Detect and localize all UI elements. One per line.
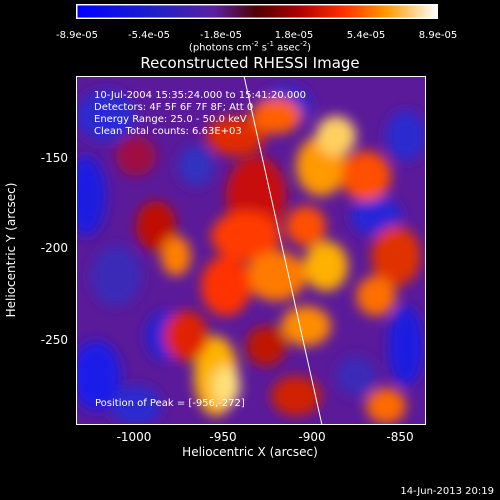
intensity-blob xyxy=(386,111,426,161)
intensity-blob xyxy=(76,156,106,236)
intensity-blob xyxy=(246,251,306,301)
x-tick-label: -900 xyxy=(298,430,326,444)
intensity-blob xyxy=(388,306,424,386)
intensity-blob xyxy=(351,196,401,236)
intensity-blob xyxy=(164,311,208,361)
intensity-blob xyxy=(211,211,281,261)
intensity-blob xyxy=(161,236,191,276)
intensity-blob xyxy=(136,201,176,251)
timestamp: 14-Jun-2013 20:19 xyxy=(400,486,494,497)
info-time-range: 10-Jul-2004 15:35:24.000 to 15:41:20.000 xyxy=(94,90,306,101)
colorbar-units: (photons cm-2 s-1 asec-2) xyxy=(188,40,312,54)
colorbar-tick: -1.8e-05 xyxy=(200,30,242,41)
peak-position-label: Position of Peak = [-956,-272] xyxy=(95,398,245,409)
intensity-blob xyxy=(111,386,161,425)
intensity-blob xyxy=(116,136,156,176)
intensity-blob xyxy=(341,151,391,201)
intensity-blob xyxy=(371,226,421,286)
colorbar-tick: 1.8e-05 xyxy=(274,30,314,41)
intensity-blob xyxy=(366,388,406,424)
intensity-blob xyxy=(178,146,214,186)
y-tick-label: -150 xyxy=(40,151,68,165)
intensity-blob xyxy=(356,276,396,316)
intensity-blob xyxy=(201,256,251,316)
intensity-blob xyxy=(271,376,321,416)
intensity-blob xyxy=(286,206,326,246)
intensity-blob xyxy=(251,98,301,134)
intensity-blob xyxy=(206,116,266,156)
x-tick-label: -850 xyxy=(386,430,414,444)
intensity-blob xyxy=(76,91,136,141)
y-tick-label: -250 xyxy=(40,333,68,347)
y-axis-label: Heliocentric Y (arcsec) xyxy=(4,182,18,318)
info-counts: Clean Total counts: 6.63E+03 xyxy=(94,126,242,137)
x-axis-label: Heliocentric X (arcsec) xyxy=(182,445,318,459)
colorbar-tick: -8.9e-05 xyxy=(56,30,98,41)
colorbar xyxy=(76,4,438,19)
intensity-blob xyxy=(281,306,331,346)
intensity-blob xyxy=(212,366,240,406)
colorbar-tick: 5.4e-05 xyxy=(346,30,386,41)
colorbar-tick: 8.9e-05 xyxy=(418,30,458,41)
intensity-blob xyxy=(336,356,376,396)
intensity-blob xyxy=(246,326,286,366)
plot-title: Reconstructed RHESSI Image xyxy=(140,54,360,72)
rhessi-image xyxy=(76,76,426,425)
intensity-blob xyxy=(76,341,121,411)
y-tick-label: -200 xyxy=(40,241,68,255)
colorbar-tick: -5.4e-05 xyxy=(128,30,170,41)
info-detectors: Detectors: 4F 5F 6F 7F 8F; Att 0 xyxy=(94,102,254,113)
intensity-blob xyxy=(304,241,348,291)
observation-info: 10-Jul-2004 15:35:24.000 to 15:41:20.000… xyxy=(94,90,306,138)
intensity-blob xyxy=(91,246,141,306)
x-tick-label: -1000 xyxy=(116,430,152,444)
info-energy-range: Energy Range: 25.0 - 50.0 keV xyxy=(94,114,247,125)
intensity-blob xyxy=(316,116,356,156)
x-tick-label: -950 xyxy=(209,430,237,444)
